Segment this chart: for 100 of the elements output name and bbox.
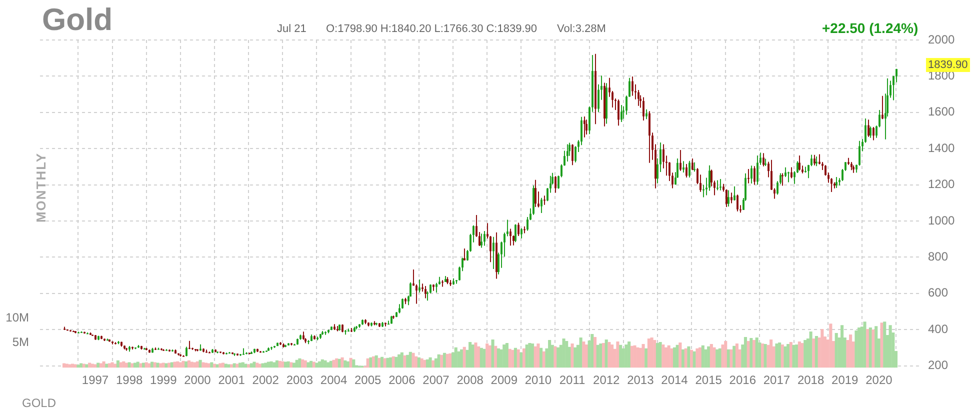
bar: [159, 363, 162, 368]
bar: [196, 361, 199, 368]
bar: [352, 359, 356, 368]
bar: [712, 347, 716, 368]
bar: [536, 343, 540, 368]
x-tick-label: 1999: [150, 373, 178, 388]
bar: [656, 342, 659, 368]
x-tick-label: 2013: [627, 373, 654, 388]
bar: [202, 362, 205, 368]
bar: [124, 362, 128, 368]
bar: [514, 348, 518, 368]
bar: [414, 356, 418, 368]
bar: [724, 340, 728, 368]
bar: [133, 362, 137, 368]
bar: [284, 362, 288, 368]
bar: [238, 362, 242, 368]
bar: [318, 361, 322, 368]
bar: [218, 363, 222, 368]
bar: [672, 347, 676, 368]
bar: [644, 348, 648, 368]
bar: [593, 336, 597, 368]
bar: [707, 346, 710, 368]
x-tick-label: 2008: [456, 373, 484, 388]
bar: [610, 344, 614, 368]
bar: [108, 363, 111, 368]
x-tick-label: 2016: [729, 373, 756, 388]
x-tick-label: 1998: [116, 373, 143, 388]
bar: [85, 364, 88, 368]
bar: [662, 344, 665, 368]
bar: [142, 362, 146, 368]
bar: [346, 361, 350, 368]
bar: [394, 356, 398, 368]
bar: [752, 340, 756, 368]
bar: [477, 346, 480, 368]
bar: [221, 362, 225, 368]
bar: [687, 346, 690, 368]
bar: [726, 349, 730, 368]
bar: [62, 363, 66, 368]
bar: [681, 349, 685, 368]
text: 1839.90: [926, 58, 970, 72]
bar: [324, 360, 327, 368]
y-tick-label: 800: [928, 250, 948, 264]
bar: [531, 343, 534, 368]
bar: [653, 340, 656, 368]
bar: [173, 362, 176, 368]
bar: [102, 361, 106, 368]
x-tick-label: 2020: [866, 373, 893, 388]
x-tick-label: 2010: [524, 373, 552, 388]
bar: [599, 343, 602, 368]
bar: [389, 357, 392, 368]
bar: [505, 342, 509, 368]
y-tick-label: 1600: [928, 104, 956, 119]
text: +22.50 (1.24%): [822, 20, 918, 36]
x-tick-label: 2018: [797, 373, 824, 388]
bar: [130, 363, 134, 368]
x-tick-label: 1997: [82, 373, 109, 388]
bar: [412, 352, 415, 368]
bar: [590, 334, 594, 368]
bar: [744, 336, 748, 368]
bar: [290, 362, 293, 368]
bar: [491, 339, 494, 368]
bar: [829, 324, 832, 368]
bar: [116, 360, 120, 368]
bar: [554, 346, 557, 368]
bar: [732, 346, 736, 368]
x-tick-label: 2004: [320, 373, 348, 388]
bar: [494, 346, 498, 368]
bar: [378, 358, 381, 368]
bar: [335, 358, 338, 368]
x-tick-label: 2009: [490, 373, 518, 388]
bar: [584, 344, 588, 368]
bar: [338, 358, 341, 368]
bar: [94, 364, 97, 368]
x-tick-label: 2007: [422, 373, 450, 388]
bar: [863, 322, 866, 368]
bar: [628, 341, 631, 368]
bar: [814, 336, 818, 368]
bar: [184, 361, 188, 368]
bar: [315, 362, 318, 368]
bar: [256, 362, 259, 368]
bar: [795, 344, 798, 368]
bar: [244, 364, 248, 368]
chart-title: Gold: [42, 2, 113, 38]
bar: [520, 352, 523, 368]
x-tick-label: 2011: [559, 373, 586, 388]
bar: [139, 363, 142, 368]
bar: [872, 330, 875, 368]
bar: [496, 348, 500, 368]
bar: [434, 358, 438, 368]
y-tick-label: 1000: [928, 213, 956, 228]
bar: [565, 340, 568, 368]
bar: [310, 360, 313, 368]
bar: [812, 338, 816, 368]
bar: [460, 349, 464, 368]
bar: [403, 355, 406, 368]
bar: [187, 360, 190, 368]
x-tick-label: 2012: [593, 373, 620, 388]
bar: [261, 363, 264, 368]
bar: [442, 352, 446, 368]
bar: [164, 363, 168, 368]
